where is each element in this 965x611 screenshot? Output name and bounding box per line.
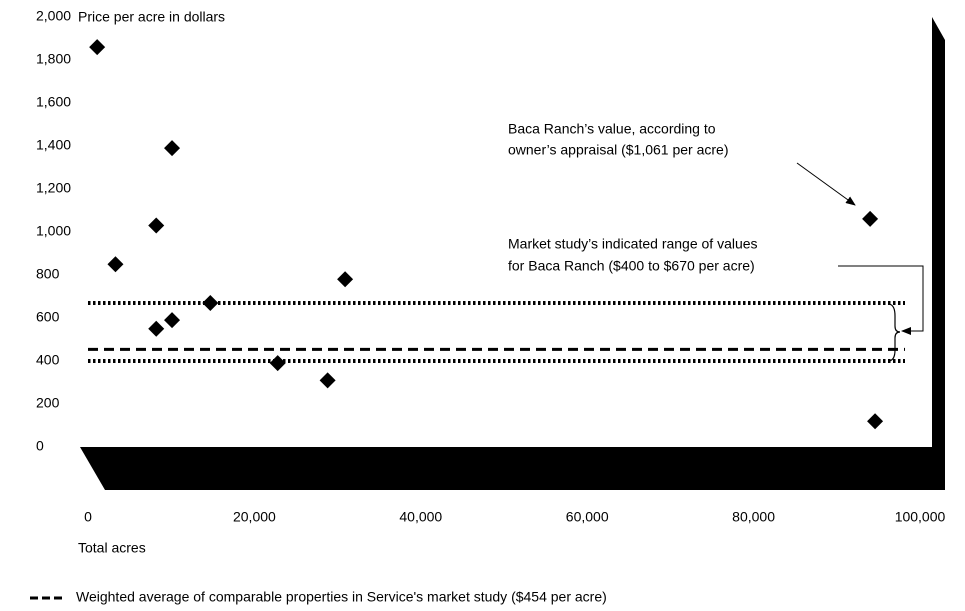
y-tick-label: 0 [36, 438, 44, 454]
y-tick-label: 2,000 [36, 8, 71, 24]
y-tick-label: 800 [36, 266, 60, 282]
point [269, 355, 286, 372]
x-tick-label: 60,000 [566, 509, 609, 525]
brace [887, 303, 901, 362]
point [148, 217, 165, 234]
point [89, 39, 106, 56]
point [107, 256, 124, 273]
x-tick-label: 0 [84, 509, 92, 525]
x-axis-label: Total acres [78, 540, 146, 556]
annotation: Market study’s indicated range of values [508, 236, 758, 252]
x-tick-label: 20,000 [233, 509, 276, 525]
annotation: Baca Ranch’s value, according to [508, 121, 716, 137]
legend-label: Weighted average of comparable propertie… [76, 589, 607, 605]
x-tick-label: 40,000 [399, 509, 442, 525]
y-tick-label: 1,800 [36, 51, 71, 67]
y-axis-label: Price per acre in dollars [78, 9, 225, 25]
annotation: owner’s appraisal ($1,061 per acre) [508, 142, 729, 158]
arrow [796, 162, 856, 206]
floor [80, 447, 945, 490]
y-tick-label: 1,000 [36, 223, 71, 239]
wall [932, 17, 945, 478]
point [862, 210, 879, 227]
annotation: for Baca Ranch ($400 to $670 per acre) [508, 258, 755, 274]
x-tick-label: 100,000 [895, 509, 946, 525]
y-tick-label: 1,400 [36, 137, 71, 153]
point [202, 294, 219, 311]
y-tick-label: 400 [36, 352, 60, 368]
y-tick-label: 600 [36, 309, 60, 325]
arrow [838, 265, 924, 335]
y-tick-label: 1,600 [36, 94, 71, 110]
point [164, 140, 181, 157]
point [164, 312, 181, 329]
point [148, 320, 165, 337]
point [867, 413, 884, 430]
y-tick-label: 1,200 [36, 180, 71, 196]
y-tick-label: 200 [36, 395, 60, 411]
x-tick-label: 80,000 [732, 509, 775, 525]
point [337, 271, 354, 288]
point [319, 372, 336, 389]
